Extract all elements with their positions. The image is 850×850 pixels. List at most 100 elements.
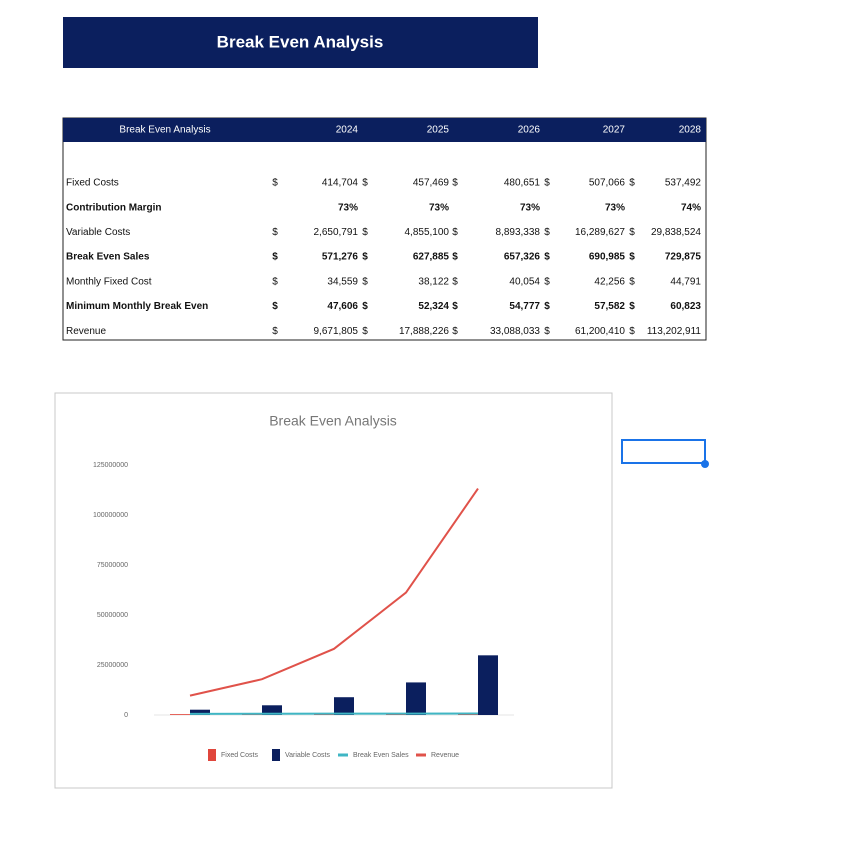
cell-value: 73% [338,202,358,213]
row-label: Variable Costs [66,227,130,238]
cell-value: 52,324 [418,301,449,312]
cell-value: 61,200,410 [575,326,625,337]
y-tick-label: 25000000 [97,662,128,669]
cell-value: 73% [605,202,625,213]
cell-value: 29,838,524 [651,227,701,238]
column-header: 2026 [518,125,541,136]
column-header: 2027 [603,125,626,136]
currency-symbol: $ [629,252,635,263]
cell-value: 16,289,627 [575,227,625,238]
currency-symbol: $ [362,301,368,312]
currency-symbol: $ [362,252,368,263]
currency-symbol: $ [544,301,550,312]
cell-selection[interactable] [621,439,706,464]
row-label: Monthly Fixed Cost [66,276,152,287]
legend-label: Variable Costs [285,752,331,759]
currency-symbol: $ [629,276,635,287]
row-label: Break Even Sales [66,252,150,263]
cell-value: 44,791 [670,276,701,287]
header-banner [63,17,538,68]
currency-symbol: $ [452,301,458,312]
row-label: Fixed Costs [66,178,119,189]
cell-value: 457,469 [413,178,450,189]
cell-value: 507,066 [589,178,626,189]
bar [190,709,210,715]
legend-swatch [272,749,280,761]
bar [478,655,498,715]
currency-symbol: $ [544,252,550,263]
header-title: Break Even Analysis [217,32,384,51]
cell-value: 657,326 [504,252,541,263]
column-header: 2028 [679,125,702,136]
legend-swatch [208,749,216,761]
cell-value: 47,606 [327,301,358,312]
currency-symbol: $ [272,301,278,312]
cell-value: 8,893,338 [496,227,541,238]
legend-label: Revenue [431,752,459,759]
y-tick-label: 0 [124,712,128,719]
currency-symbol: $ [272,326,278,337]
cell-value: 54,777 [509,301,540,312]
selection-handle[interactable] [701,460,709,468]
currency-symbol: $ [629,301,635,312]
currency-symbol: $ [629,178,635,189]
cell-value: 73% [429,202,449,213]
currency-symbol: $ [452,276,458,287]
table-header [63,118,706,142]
legend-label: Fixed Costs [221,752,258,759]
column-header: 2025 [427,125,450,136]
cell-value: 4,855,100 [405,227,450,238]
row-label: Revenue [66,326,106,337]
cell-value: 627,885 [413,252,450,263]
cell-value: 38,122 [418,276,449,287]
currency-symbol: $ [544,276,550,287]
currency-symbol: $ [272,252,278,263]
cell-value: 537,492 [665,178,702,189]
currency-symbol: $ [629,227,635,238]
currency-symbol: $ [452,178,458,189]
cell-value: 34,559 [327,276,358,287]
cell-value: 690,985 [589,252,626,263]
chart-title: Break Even Analysis [269,413,397,429]
currency-symbol: $ [452,227,458,238]
currency-symbol: $ [362,276,368,287]
cell-value: 113,202,911 [647,326,702,337]
row-label: Contribution Margin [66,202,162,213]
bar [262,705,282,715]
currency-symbol: $ [544,326,550,337]
currency-symbol: $ [362,178,368,189]
y-tick-label: 100000000 [93,512,128,519]
cell-value: 73% [520,202,540,213]
currency-symbol: $ [362,227,368,238]
bar [334,697,354,715]
currency-symbol: $ [272,276,278,287]
legend-label: Break Even Sales [353,752,409,759]
currency-symbol: $ [544,178,550,189]
currency-symbol: $ [272,178,278,189]
cell-value: 414,704 [322,178,359,189]
currency-symbol: $ [544,227,550,238]
cell-value: 9,671,805 [314,326,359,337]
currency-symbol: $ [272,227,278,238]
currency-symbol: $ [452,326,458,337]
bar [406,682,426,715]
table-title: Break Even Analysis [119,125,210,136]
y-tick-label: 125000000 [93,462,128,469]
currency-symbol: $ [452,252,458,263]
cell-value: 571,276 [322,252,359,263]
cell-value: 60,823 [670,301,701,312]
bar [170,714,190,715]
column-header: 2024 [336,125,359,136]
table: Break Even Analysis 2024 2025 2026 2027 2028… [62,117,707,341]
cell-value: 480,651 [504,178,541,189]
cell-value: 57,582 [594,301,625,312]
y-tick-label: 75000000 [97,562,128,569]
currency-symbol: $ [362,326,368,337]
currency-symbol: $ [629,326,635,337]
row-label: Minimum Monthly Break Even [66,301,208,312]
cell-value: 74% [681,202,701,213]
cell-value: 2,650,791 [314,227,359,238]
chart-frame [54,392,613,789]
y-tick-label: 50000000 [97,612,128,619]
